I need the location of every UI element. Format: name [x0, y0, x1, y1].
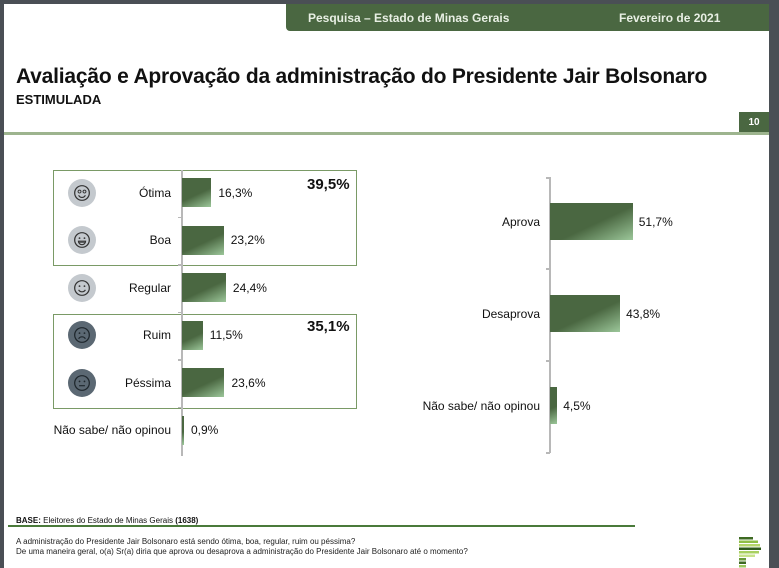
neutral-face-icon	[68, 368, 96, 397]
approval-axis-tick	[546, 452, 550, 454]
footer-divider	[8, 525, 635, 527]
page-subtitle: ESTIMULADA	[16, 92, 102, 107]
bar-nao-sabe-nao-opinou	[182, 415, 184, 445]
bar-regular	[182, 273, 226, 302]
smile-icon	[68, 273, 96, 302]
header-bar: Pesquisa – Estado de Minas Gerais Fevere…	[286, 4, 769, 31]
survey-label: Pesquisa – Estado de Minas Gerais	[308, 11, 510, 25]
axis-tick	[178, 216, 182, 218]
base-count: (1638)	[175, 516, 199, 525]
grin-icon	[68, 226, 96, 254]
base-label: BASE:	[16, 516, 41, 525]
category-label-ruim: Ruim	[142, 328, 171, 342]
bar-ruim	[182, 320, 203, 350]
base-text: Eleitores do Estado de Minas Gerais	[43, 516, 173, 525]
negative-group-box	[53, 314, 357, 409]
approval-axis-tick	[546, 177, 550, 179]
value-label-nao-sabe-nao-opinou: 0,9%	[191, 423, 219, 437]
axis-tick	[178, 311, 182, 313]
category-label-nao-sabe-nao-opinou: Não sabe/ não opinou	[53, 423, 171, 437]
negative-group-total: 35,1%	[307, 318, 350, 335]
category-label-otima: Ótima	[138, 185, 171, 200]
base-note: BASE: Eleitores do Estado de Minas Gerai…	[16, 516, 198, 525]
positive-group-box	[53, 170, 357, 266]
approval-value-label-aprova: 51,7%	[638, 214, 673, 229]
slide: Pesquisa – Estado de Minas Gerais Fevere…	[4, 4, 769, 568]
bar-boa	[182, 225, 224, 255]
category-label-boa: Boa	[149, 233, 171, 247]
question-1: A administração do Presidente Jair Bolso…	[16, 537, 356, 546]
category-label-pessima: Péssima	[124, 375, 171, 390]
value-label-boa: 23,2%	[230, 233, 265, 247]
value-label-otima: 16,3%	[218, 185, 253, 200]
brand-logo-icon	[739, 537, 761, 568]
evaluation-axis	[181, 170, 183, 456]
approval-value-label-nao-sabe-nao-opinou: 4,5%	[563, 398, 591, 413]
approval-category-label-nao-sabe-nao-opinou: Não sabe/ não opinou	[422, 398, 540, 413]
axis-tick	[178, 359, 182, 361]
approval-bar-desaprova	[550, 295, 621, 332]
page-number: 10	[739, 112, 769, 133]
approval-bar-aprova	[550, 203, 633, 240]
bar-pessima	[182, 368, 225, 397]
axis-tick	[178, 264, 182, 266]
approval-category-label-desaprova: Desaprova	[481, 306, 540, 321]
smile-heart-eyes-icon	[68, 178, 96, 207]
value-label-regular: 24,4%	[232, 280, 267, 295]
approval-category-label-aprova: Aprova	[501, 214, 540, 229]
question-2: De uma maneira geral, o(a) Sr(a) diria q…	[16, 547, 468, 556]
approval-axis	[549, 177, 551, 453]
page-title: Avaliação e Aprovação da administração d…	[16, 65, 708, 88]
frown-icon	[68, 321, 96, 349]
bar-otima	[182, 178, 212, 207]
approval-axis-tick	[546, 360, 550, 362]
value-label-ruim: 11,5%	[209, 328, 243, 342]
approval-value-label-desaprova: 43,8%	[626, 306, 661, 321]
approval-axis-tick	[546, 268, 550, 270]
approval-bar-nao-sabe-nao-opinou	[550, 387, 558, 424]
header-divider	[4, 132, 769, 135]
value-label-pessima: 23,6%	[231, 375, 266, 390]
date-label: Fevereiro de 2021	[619, 11, 721, 25]
positive-group-total: 39,5%	[307, 176, 350, 193]
axis-tick	[178, 406, 182, 408]
category-label-regular: Regular	[128, 280, 171, 295]
